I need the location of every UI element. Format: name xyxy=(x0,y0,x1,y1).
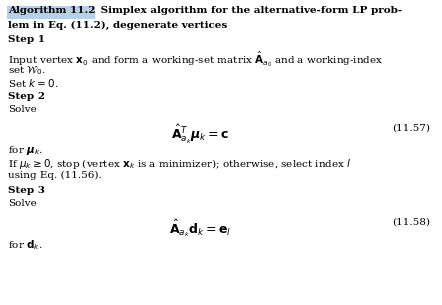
Text: Solve: Solve xyxy=(8,105,37,113)
Text: Step 1: Step 1 xyxy=(8,35,45,44)
Text: Step 3: Step 3 xyxy=(8,186,45,195)
Text: Input vertex $\mathbf{x}_0$ and form a working-set matrix $\hat{\mathbf{A}}_{a_0: Input vertex $\mathbf{x}_0$ and form a w… xyxy=(8,49,384,69)
Text: Algorithm 11.2: Algorithm 11.2 xyxy=(8,6,95,15)
Text: using Eq. (11.56).: using Eq. (11.56). xyxy=(8,171,102,181)
Bar xyxy=(7,6,95,19)
Text: $\hat{\mathbf{A}}^{T}_{a_k}\boldsymbol{\mu}_k = \mathbf{c}$: $\hat{\mathbf{A}}^{T}_{a_k}\boldsymbol{\… xyxy=(171,124,229,146)
Text: (11.58): (11.58) xyxy=(392,218,430,227)
Text: (11.57): (11.57) xyxy=(392,124,430,132)
Text: for $\boldsymbol{\mu}_k$.: for $\boldsymbol{\mu}_k$. xyxy=(8,144,43,157)
Text: set $\mathcal{W}_0$.: set $\mathcal{W}_0$. xyxy=(8,64,46,77)
Text: Set $k = 0$.: Set $k = 0$. xyxy=(8,77,58,89)
Text: for $\mathbf{d}_k$.: for $\mathbf{d}_k$. xyxy=(8,238,43,252)
Text: $\hat{\mathbf{A}}_{a_k}\mathbf{d}_k = \mathbf{e}_l$: $\hat{\mathbf{A}}_{a_k}\mathbf{d}_k = \m… xyxy=(169,218,231,239)
Text: Solve: Solve xyxy=(8,199,37,208)
Text: Step 2: Step 2 xyxy=(8,92,45,101)
Text: If $\mu_k \geq 0$, stop (vertex $\mathbf{x}_k$ is a minimizer); otherwise, selec: If $\mu_k \geq 0$, stop (vertex $\mathbf… xyxy=(8,157,351,171)
Text: Simplex algorithm for the alternative-form LP prob-: Simplex algorithm for the alternative-fo… xyxy=(97,6,402,15)
Text: lem in Eq. (11.2), degenerate vertices: lem in Eq. (11.2), degenerate vertices xyxy=(8,20,227,30)
